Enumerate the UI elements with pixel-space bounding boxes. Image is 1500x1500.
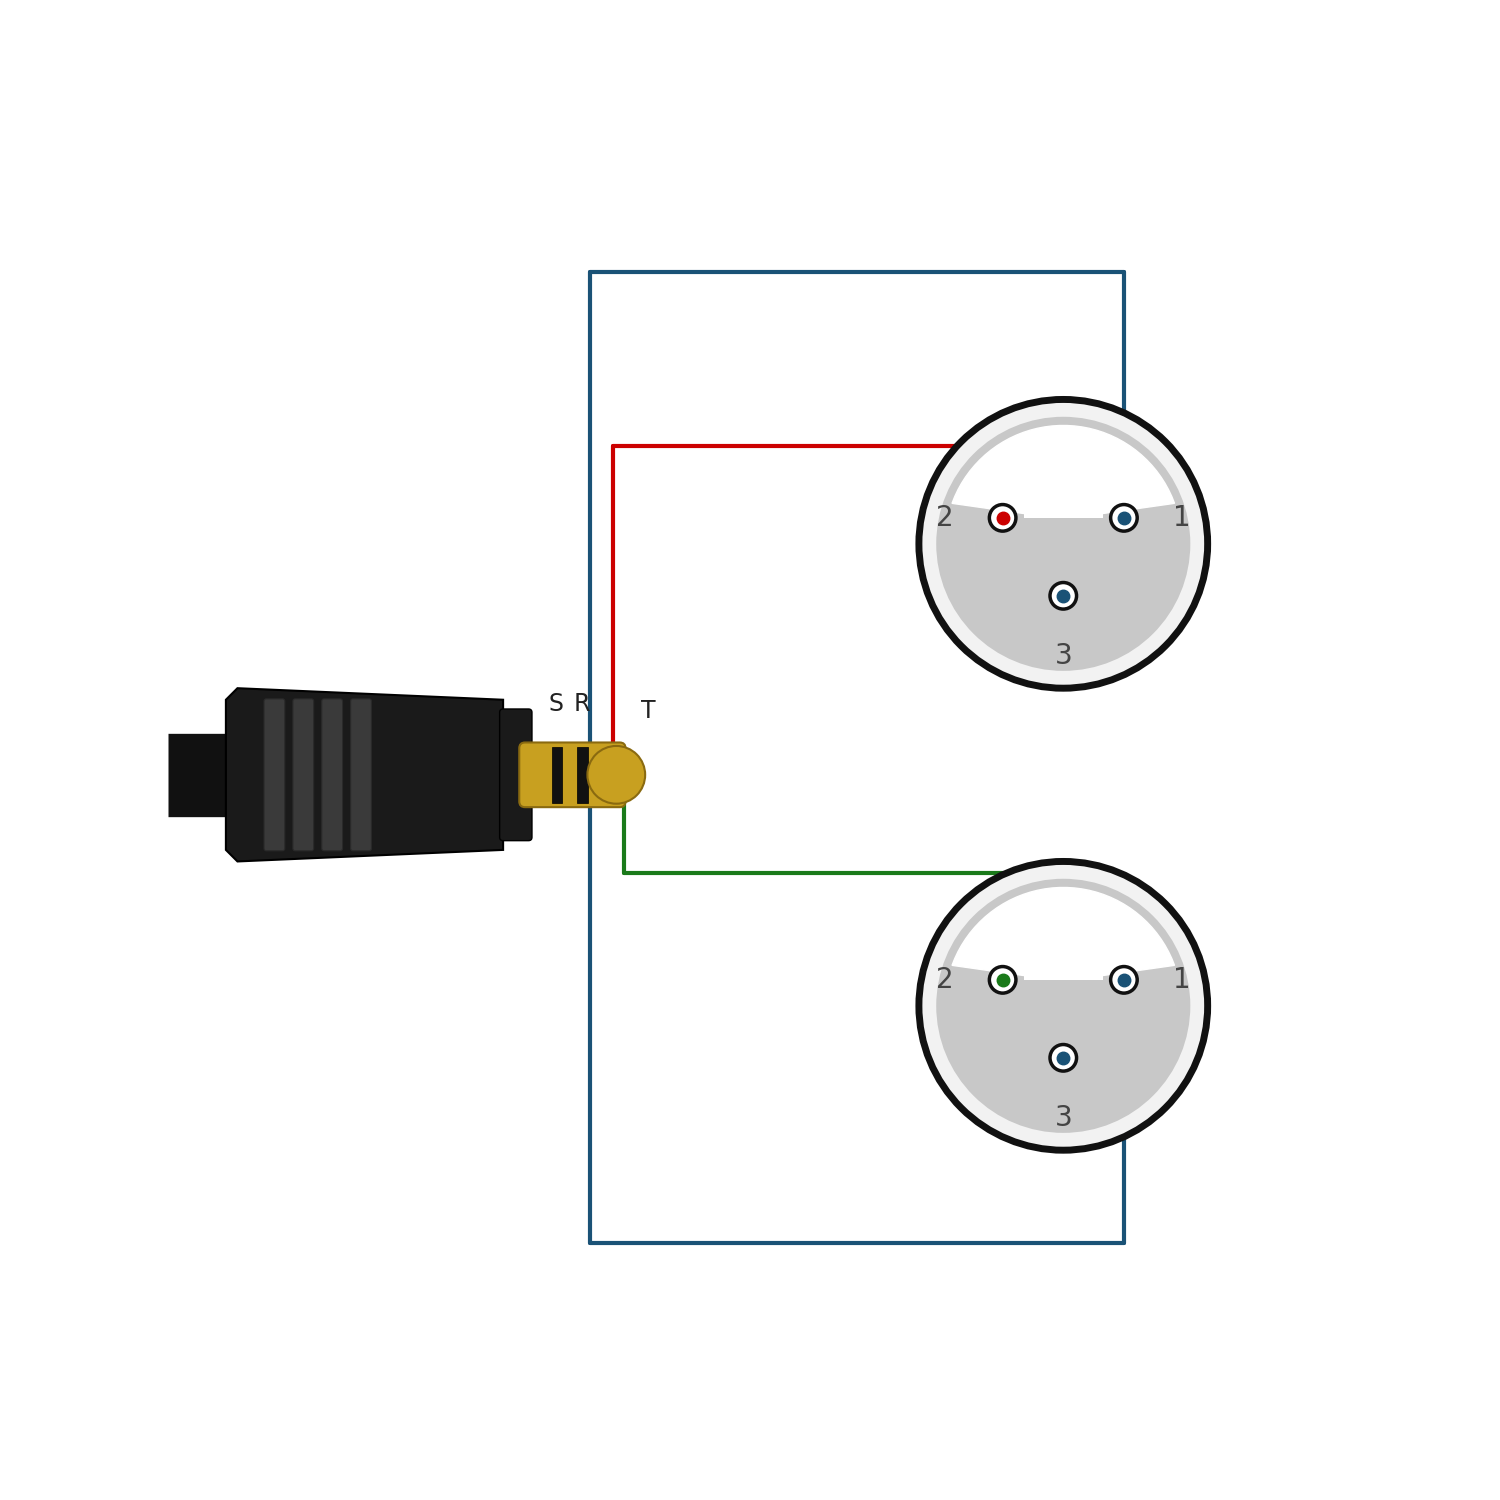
Circle shape xyxy=(1050,582,1077,609)
Polygon shape xyxy=(952,888,1174,975)
Circle shape xyxy=(990,504,1016,531)
Text: 1: 1 xyxy=(1173,966,1191,994)
FancyBboxPatch shape xyxy=(322,699,342,850)
FancyBboxPatch shape xyxy=(1023,482,1102,518)
Polygon shape xyxy=(226,688,503,861)
FancyBboxPatch shape xyxy=(1023,944,1102,980)
Text: T: T xyxy=(642,699,656,723)
Circle shape xyxy=(936,417,1191,670)
Circle shape xyxy=(1050,1044,1077,1071)
Polygon shape xyxy=(952,426,1174,513)
Circle shape xyxy=(1110,966,1137,993)
Text: S: S xyxy=(549,692,564,715)
Circle shape xyxy=(920,861,1208,1150)
FancyBboxPatch shape xyxy=(500,710,532,840)
FancyBboxPatch shape xyxy=(292,699,314,850)
Text: 1: 1 xyxy=(1173,504,1191,532)
Circle shape xyxy=(936,879,1191,1132)
Circle shape xyxy=(1110,504,1137,531)
Text: 2: 2 xyxy=(936,966,954,994)
FancyBboxPatch shape xyxy=(578,747,588,802)
Circle shape xyxy=(920,399,1208,688)
Circle shape xyxy=(588,746,645,804)
FancyBboxPatch shape xyxy=(519,742,626,807)
Text: 3: 3 xyxy=(1054,1104,1072,1132)
Text: R: R xyxy=(573,692,590,715)
Circle shape xyxy=(990,966,1016,993)
FancyBboxPatch shape xyxy=(552,747,562,802)
FancyBboxPatch shape xyxy=(264,699,285,850)
Text: 3: 3 xyxy=(1054,642,1072,670)
FancyBboxPatch shape xyxy=(351,699,372,850)
Text: 2: 2 xyxy=(936,504,954,532)
